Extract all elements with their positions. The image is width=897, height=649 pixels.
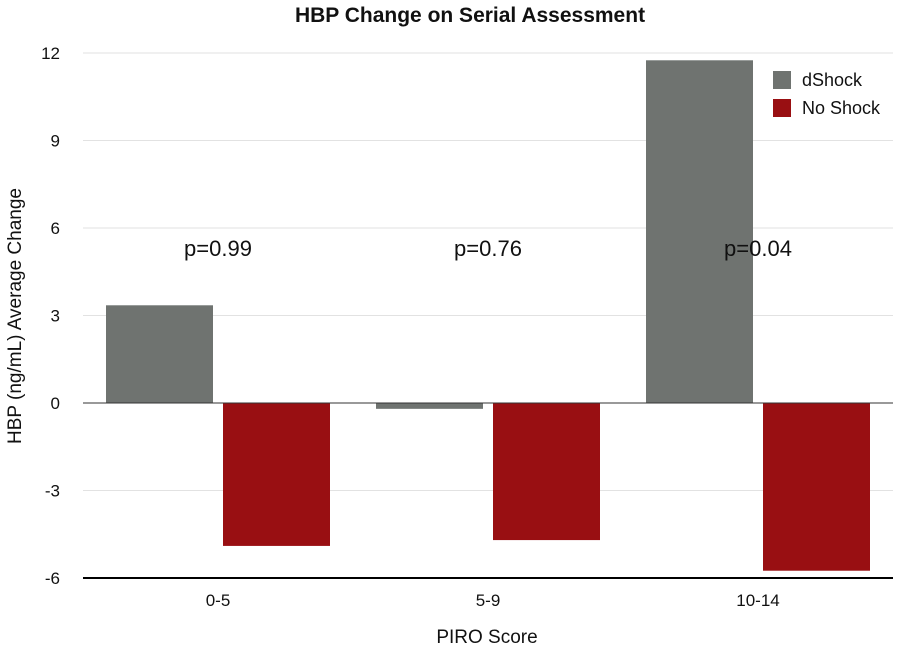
legend: dShock No Shock <box>773 70 881 118</box>
x-tick-label: 0-5 <box>206 591 231 610</box>
x-tick-label: 5-9 <box>476 591 501 610</box>
y-tick-label: 0 <box>51 394 60 413</box>
legend-swatch <box>773 71 791 89</box>
y-axis-ticks: 12 9 6 3 0 -3 -6 <box>41 44 60 588</box>
x-axis-ticks: 0-5 5-9 10-14 <box>206 591 780 610</box>
bar-dshock-5-9 <box>376 403 483 409</box>
x-axis-label: PIRO Score <box>436 627 537 648</box>
y-tick-label: 9 <box>51 132 60 151</box>
y-tick-label: -3 <box>45 482 60 501</box>
y-axis-label: HBP (ng/mL) Average Change <box>5 188 26 444</box>
p-value-annotation: p=0.76 <box>454 236 522 261</box>
legend-label: dShock <box>802 70 863 90</box>
x-tick-label: 10-14 <box>736 591 779 610</box>
legend-label: No Shock <box>802 98 881 118</box>
bar-no-shock-10-14 <box>763 403 870 571</box>
bar-no-shock-0-5 <box>223 403 330 546</box>
bar-no-shock-5-9 <box>493 403 600 541</box>
y-tick-label: 3 <box>51 307 60 326</box>
legend-swatch <box>773 99 791 117</box>
y-tick-label: -6 <box>45 569 60 588</box>
p-value-annotation: p=0.99 <box>184 236 252 261</box>
bar-dshock-10-14 <box>646 60 753 404</box>
chart-title: HBP Change on Serial Assessment <box>295 4 645 27</box>
y-tick-label: 12 <box>41 44 60 63</box>
y-tick-label: 6 <box>51 219 60 238</box>
p-value-annotations: p=0.99 p=0.76 p=0.04 <box>184 236 792 261</box>
p-value-annotation: p=0.04 <box>724 236 792 261</box>
bars <box>106 60 870 571</box>
bar-dshock-0-5 <box>106 305 213 403</box>
